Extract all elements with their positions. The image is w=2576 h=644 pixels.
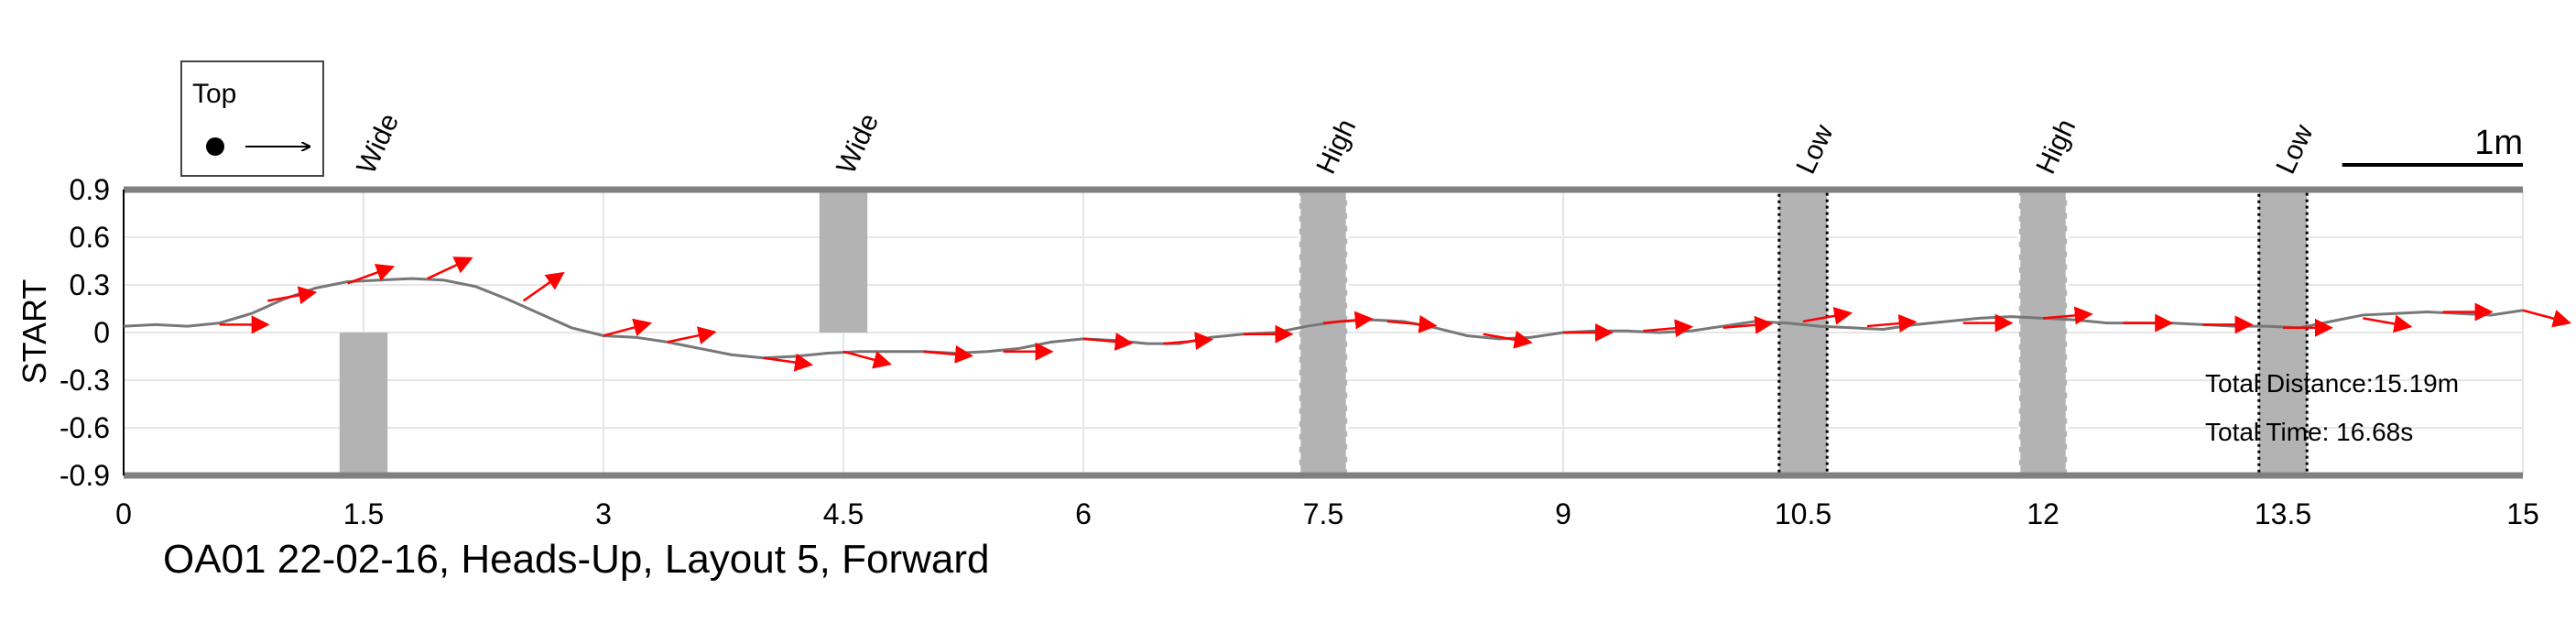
heading-arrow-6 xyxy=(667,326,717,344)
legend: Top xyxy=(180,60,324,177)
heading-arrow-9 xyxy=(923,344,974,364)
obstacle-4 xyxy=(2017,188,2069,477)
obstacle-label-5: Low xyxy=(2270,120,2319,179)
heading-arrow-20 xyxy=(1802,306,1853,325)
x-tick-label-5: 7.5 xyxy=(1303,497,1343,530)
obstacle-2 xyxy=(1298,188,1349,477)
x-tick-label-8: 12 xyxy=(2027,497,2060,530)
legend-box xyxy=(180,60,324,177)
y-tick-label-3: 0 xyxy=(93,316,110,349)
y-tick-label-2: 0.3 xyxy=(70,268,110,301)
heading-arrow-14 xyxy=(1322,311,1374,330)
obstacle-label-4: High xyxy=(2030,115,2081,179)
heading-arrow-11 xyxy=(1082,333,1134,351)
x-tick-label-10: 15 xyxy=(2506,497,2539,530)
y-tick-label-0: 0.9 xyxy=(70,173,110,206)
x-tick-label-0: 0 xyxy=(115,497,132,530)
heading-arrow-21 xyxy=(1866,314,1918,333)
chart-title: OA01 22-02-16, Heads-Up, Layout 5, Forwa… xyxy=(163,537,989,582)
x-tick-label-9: 13.5 xyxy=(2255,497,2311,530)
heading-arrow-3 xyxy=(427,257,473,280)
obstacle-label-3: Low xyxy=(1790,120,1839,179)
obstacle-3 xyxy=(1777,188,1829,477)
obstacle-5 xyxy=(2257,188,2309,477)
obstacle-label-0: Wide xyxy=(351,109,405,179)
heading-arrow-15 xyxy=(1386,314,1438,333)
heading-arrow-2 xyxy=(347,263,396,285)
heading-arrow-5 xyxy=(603,318,653,337)
total-distance-text: Total Distance:15.19m xyxy=(2205,369,2459,398)
obstacle-label-2: High xyxy=(1310,115,1362,179)
corridor-boundaries xyxy=(123,186,2523,479)
legend-dot-icon xyxy=(206,137,224,156)
heading-arrow-12 xyxy=(1163,332,1214,351)
x-tick-label-7: 10.5 xyxy=(1775,497,1831,530)
obstacle-0 xyxy=(339,333,388,475)
y-axis-label: START xyxy=(16,279,53,385)
y-tick-label-4: -0.3 xyxy=(60,364,110,397)
obstacles xyxy=(339,188,2309,477)
x-tick-label-3: 4.5 xyxy=(823,497,864,530)
y-tick-label-5: -0.6 xyxy=(60,411,110,444)
obstacle-label-1: Wide xyxy=(831,109,885,179)
y-tick-label-6: -0.9 xyxy=(60,459,110,492)
total-time-text: Total Time: 16.68s xyxy=(2205,418,2413,446)
scale-bar: 1m xyxy=(2342,124,2523,167)
heading-arrow-8 xyxy=(842,350,893,369)
heading-arrow-29 xyxy=(2522,309,2572,328)
heading-arrow-7 xyxy=(763,353,814,372)
heading-arrow-4 xyxy=(522,271,565,302)
x-tick-label-6: 9 xyxy=(1555,497,1571,530)
heading-arrow-19 xyxy=(1723,315,1774,334)
y-tick-label-1: 0.6 xyxy=(70,221,110,254)
heading-arrow-18 xyxy=(1643,319,1694,338)
x-tick-labels: 0 1.5 3 4.5 6 7.5 9 10.5 12 13.5 15 xyxy=(115,497,2539,530)
x-tick-label-2: 3 xyxy=(595,497,612,530)
scale-bar-label: 1m xyxy=(2474,124,2523,162)
x-tick-label-4: 6 xyxy=(1075,497,1092,530)
x-tick-label-1: 1.5 xyxy=(343,497,384,530)
obstacle-labels: Wide Wide High Low High Low xyxy=(351,109,2319,179)
heading-arrow-23 xyxy=(2042,306,2093,325)
heading-arrow-1 xyxy=(266,286,318,305)
heading-arrow-27 xyxy=(2363,314,2413,333)
y-tick-labels: 0.9 0.6 0.3 0 -0.3 -0.6 -0.9 xyxy=(60,173,110,492)
heading-arrows xyxy=(219,257,2572,372)
legend-label: Top xyxy=(192,79,236,109)
heading-arrow-16 xyxy=(1483,330,1533,349)
obstacle-1 xyxy=(819,190,868,333)
